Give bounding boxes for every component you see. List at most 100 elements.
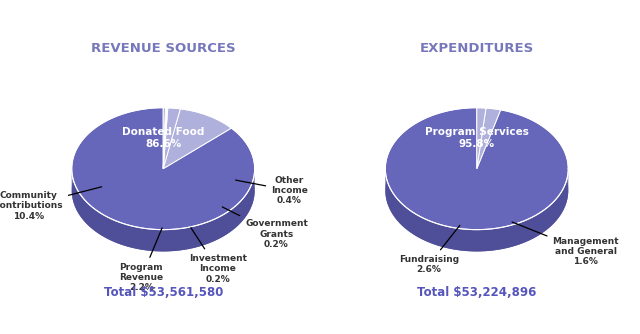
Polygon shape (134, 226, 136, 249)
Polygon shape (241, 199, 242, 223)
Text: Fundraising
2.6%: Fundraising 2.6% (399, 225, 460, 274)
Polygon shape (420, 217, 423, 240)
Polygon shape (148, 229, 151, 251)
Polygon shape (534, 215, 536, 238)
Polygon shape (198, 224, 200, 247)
Polygon shape (517, 222, 520, 245)
Polygon shape (551, 203, 552, 226)
Polygon shape (129, 225, 132, 248)
Polygon shape (400, 202, 402, 225)
Polygon shape (163, 229, 166, 252)
Polygon shape (552, 201, 554, 225)
Polygon shape (79, 192, 80, 216)
Polygon shape (477, 108, 486, 169)
Polygon shape (559, 193, 561, 217)
Polygon shape (127, 225, 129, 247)
Polygon shape (102, 214, 104, 237)
Polygon shape (238, 202, 239, 225)
Polygon shape (228, 210, 230, 233)
Polygon shape (428, 220, 429, 243)
Polygon shape (425, 219, 428, 242)
Polygon shape (491, 228, 493, 251)
Polygon shape (243, 196, 244, 220)
Polygon shape (93, 208, 95, 231)
Polygon shape (483, 229, 486, 251)
Polygon shape (525, 220, 527, 242)
Polygon shape (493, 228, 497, 250)
Polygon shape (151, 229, 154, 251)
Polygon shape (173, 229, 176, 251)
Polygon shape (209, 221, 211, 243)
Polygon shape (397, 199, 399, 222)
Polygon shape (445, 226, 447, 248)
Polygon shape (86, 201, 87, 224)
Polygon shape (223, 214, 225, 236)
Polygon shape (163, 109, 232, 169)
Polygon shape (488, 229, 491, 251)
Polygon shape (538, 213, 540, 236)
Polygon shape (469, 229, 472, 251)
Polygon shape (230, 209, 232, 232)
Polygon shape (497, 228, 499, 250)
Polygon shape (394, 194, 395, 217)
Polygon shape (385, 130, 568, 252)
Polygon shape (504, 226, 507, 248)
Polygon shape (161, 230, 163, 252)
Polygon shape (486, 229, 488, 251)
Polygon shape (75, 184, 76, 208)
Polygon shape (193, 226, 195, 248)
Polygon shape (80, 194, 81, 217)
Polygon shape (234, 206, 235, 229)
Polygon shape (122, 223, 125, 246)
Polygon shape (549, 204, 551, 228)
Polygon shape (419, 216, 420, 238)
Text: Other
Income
0.4%: Other Income 0.4% (236, 176, 308, 205)
Polygon shape (171, 229, 173, 251)
Polygon shape (221, 215, 223, 237)
Polygon shape (181, 228, 183, 250)
Polygon shape (87, 202, 88, 226)
Polygon shape (109, 218, 111, 241)
Polygon shape (557, 197, 558, 220)
Polygon shape (225, 212, 227, 235)
Polygon shape (166, 229, 168, 252)
Polygon shape (536, 214, 538, 237)
Polygon shape (522, 221, 525, 243)
Text: Government
Grants
0.2%: Government Grants 0.2% (222, 207, 308, 249)
Polygon shape (136, 227, 139, 249)
Polygon shape (440, 224, 442, 247)
Polygon shape (215, 218, 217, 240)
Polygon shape (249, 189, 250, 212)
Polygon shape (246, 193, 247, 217)
Polygon shape (98, 211, 100, 234)
Polygon shape (82, 197, 83, 220)
Polygon shape (402, 203, 403, 227)
Polygon shape (540, 211, 542, 234)
Polygon shape (204, 222, 207, 245)
Polygon shape (72, 130, 255, 252)
Polygon shape (186, 227, 188, 249)
Polygon shape (520, 222, 522, 244)
Polygon shape (100, 213, 102, 236)
Polygon shape (395, 195, 396, 219)
Polygon shape (561, 190, 563, 213)
Polygon shape (542, 210, 544, 233)
Polygon shape (163, 108, 166, 169)
Polygon shape (442, 225, 445, 247)
Polygon shape (200, 224, 202, 246)
Polygon shape (414, 213, 417, 236)
Polygon shape (146, 228, 148, 250)
Polygon shape (452, 227, 455, 250)
Polygon shape (83, 198, 84, 221)
Polygon shape (95, 209, 97, 232)
Polygon shape (202, 223, 204, 245)
Text: EXPENDITURES: EXPENDITURES (420, 42, 534, 55)
Polygon shape (156, 229, 159, 252)
Polygon shape (408, 209, 410, 232)
Polygon shape (211, 220, 213, 242)
Polygon shape (450, 227, 452, 249)
Text: Donated Food
86.6%: Donated Food 86.6% (122, 127, 204, 149)
Polygon shape (120, 222, 122, 245)
Text: Community
Contributions
10.4%: Community Contributions 10.4% (0, 187, 102, 220)
Polygon shape (458, 228, 461, 250)
